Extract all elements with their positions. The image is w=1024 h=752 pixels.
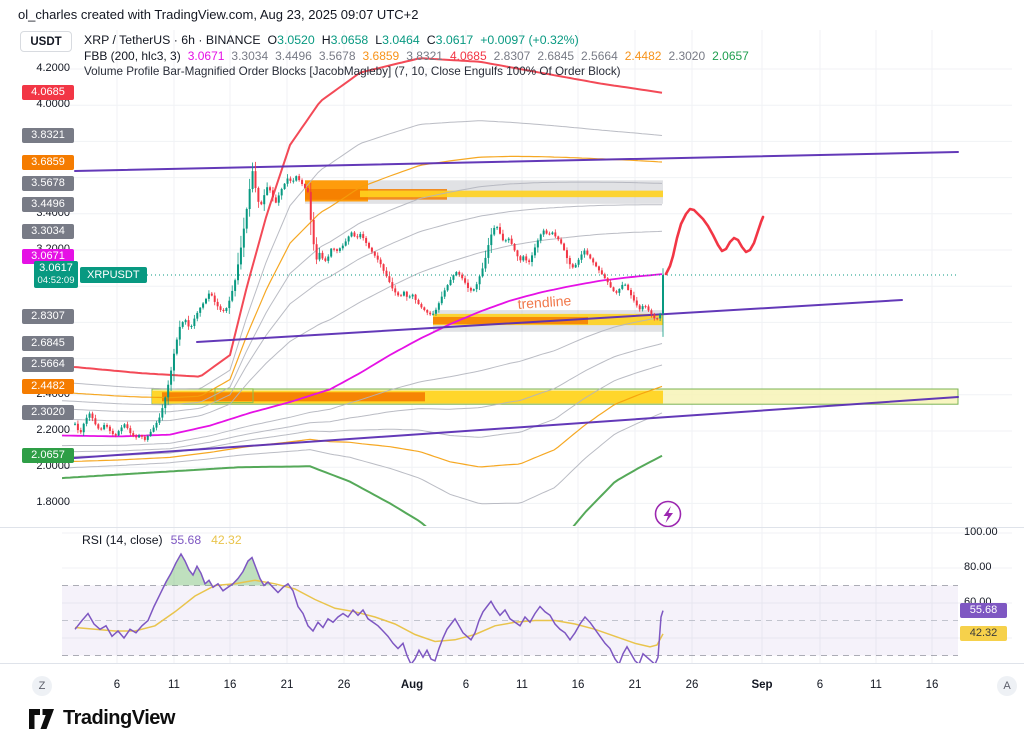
fbb-band-value: 4.0685 <box>449 49 487 63</box>
attribution-text: ol_charles created with TradingView.com,… <box>18 7 419 22</box>
price-level-badge: 4.0685 <box>22 85 74 101</box>
volume-profile-legend-row[interactable]: Volume Profile Bar-Magnified Order Block… <box>84 65 621 78</box>
fbb-band-value: 2.0657 <box>712 49 749 63</box>
fbb-legend-row[interactable]: FBB (200, hlc3, 3) 3.0671 3.3034 3.4496 3.56… <box>84 48 749 64</box>
ohlc-key: C <box>426 33 436 47</box>
time-axis-label: 16 <box>223 679 237 691</box>
tradingview-logo-text: TradingView <box>63 707 175 729</box>
fbb-band-value: 2.5664 <box>581 49 618 63</box>
ohlc-value: 3.0464 <box>382 33 420 47</box>
ohlc-value: 3.0617 <box>435 33 474 47</box>
rsi-value-badge: 42.32 <box>960 626 1007 642</box>
price-level-badge: 3.6859 <box>22 154 74 170</box>
price-level-badge: 3.5678 <box>22 175 74 191</box>
fbb-band-value: 3.0671 <box>187 49 225 63</box>
current-price-badge: 3.0617 04:52:09 <box>34 261 78 289</box>
price-scale-label: 4.0000 <box>36 98 70 111</box>
rsi-scale-label: 80.00 <box>964 561 992 573</box>
rsi-legend-row[interactable]: RSI (14, close) 55.68 42.32 <box>82 533 242 547</box>
price-level-badge: 2.5664 <box>22 357 74 373</box>
time-axis-label: 11 <box>870 679 882 691</box>
time-axis-label: 21 <box>280 679 294 691</box>
symbol-price-tag: XRPUSDT <box>80 267 147 283</box>
price-level-badge: 2.8307 <box>22 309 74 325</box>
fbb-band-value: 3.5678 <box>318 49 356 63</box>
ohlc-key: H <box>321 33 331 47</box>
rsi-indicator-title: RSI (14, close) <box>82 533 163 547</box>
price-level-badge: 2.3020 <box>22 405 74 421</box>
fbb-band-value: 3.4496 <box>275 49 312 63</box>
time-axis-label: 26 <box>685 679 699 691</box>
symbol-legend-row[interactable]: XRP / TetherUS · 6h · BINANCE O3.0520 H3.0… <box>84 32 749 48</box>
trendlines[interactable] <box>60 151 959 460</box>
time-axis-label: 21 <box>628 679 642 691</box>
scroll-right-button[interactable]: A <box>997 676 1017 696</box>
bar-countdown: 04:52:09 <box>37 275 75 287</box>
tradingview-logo[interactable]: TradingView <box>28 707 175 730</box>
price-scale-label: 4.2000 <box>36 62 70 74</box>
chart-legend: XRP / TetherUS · 6h · BINANCE O3.0520 H3.0… <box>84 32 749 80</box>
time-axis-label: 6 <box>113 679 121 691</box>
price-level-badge: 2.4482 <box>22 378 74 394</box>
time-axis-label: 26 <box>337 679 351 691</box>
ohlc-key: O <box>267 33 278 47</box>
price-scale-label: 2.2000 <box>36 424 70 436</box>
time-axis-label: Aug <box>400 679 424 691</box>
fbb-indicator-title: FBB (200, hlc3, 3) <box>84 49 181 63</box>
price-level-badge: 3.3034 <box>22 223 74 239</box>
fbb-band-value: 3.6859 <box>362 49 400 63</box>
time-axis-label: 16 <box>925 679 939 691</box>
tradingview-logo-icon <box>29 708 54 729</box>
time-axis-label: 6 <box>462 679 470 691</box>
fbb-band-value: 3.8321 <box>406 49 443 63</box>
price-scale-label: 1.8000 <box>36 496 70 509</box>
rsi-ma-value: 42.32 <box>211 533 242 547</box>
time-axis-label: 6 <box>816 679 824 691</box>
ohlc-value: 3.0520 <box>277 33 315 47</box>
main-pane: trendline <box>60 57 959 526</box>
price-level-badge: 3.0671 <box>22 248 74 264</box>
time-axis-label: Sep <box>751 679 773 691</box>
fbb-band-value: 2.8307 <box>493 49 531 63</box>
fbb-band-value: 2.4482 <box>624 49 662 63</box>
price-change: +0.0097 (+0.32%) <box>480 33 579 47</box>
ohlc-value: 3.0658 <box>330 33 369 47</box>
rsi-pane <box>62 552 958 663</box>
rsi-scale-label: 100.00 <box>964 526 998 538</box>
price-level-badge: 2.6845 <box>22 335 74 351</box>
symbol-title: XRP / TetherUS · 6h · BINANCE <box>84 33 261 47</box>
fbb-band-value: 2.6845 <box>537 49 575 63</box>
fbb-band-value: 2.3020 <box>668 49 706 63</box>
order-blocks <box>151 180 959 405</box>
price-level-badge: 2.0657 <box>22 447 74 463</box>
gridlines <box>62 30 1012 663</box>
scroll-left-button[interactable]: Z <box>32 676 52 696</box>
time-axis-label: 11 <box>168 679 180 691</box>
forecast-projection-line[interactable] <box>664 207 765 276</box>
fbb-band-value: 3.3034 <box>231 49 269 63</box>
time-axis-label: 16 <box>571 679 585 691</box>
current-price-value: 3.0617 <box>39 262 73 275</box>
ohlc-key: L <box>375 33 383 47</box>
price-level-badge: 3.4496 <box>22 197 74 213</box>
candlestick-series <box>74 161 664 442</box>
rsi-value-badge: 55.68 <box>960 603 1007 619</box>
currency-toggle-button[interactable]: USDT <box>20 31 72 52</box>
trendline-label[interactable]: trendline <box>517 292 572 312</box>
price-scale-label: 2.0000 <box>36 460 70 473</box>
rsi-value: 55.68 <box>170 533 202 547</box>
lightning-icon[interactable] <box>654 500 682 528</box>
time-axis-label: 11 <box>516 679 528 691</box>
price-level-badge: 3.8321 <box>22 128 74 144</box>
